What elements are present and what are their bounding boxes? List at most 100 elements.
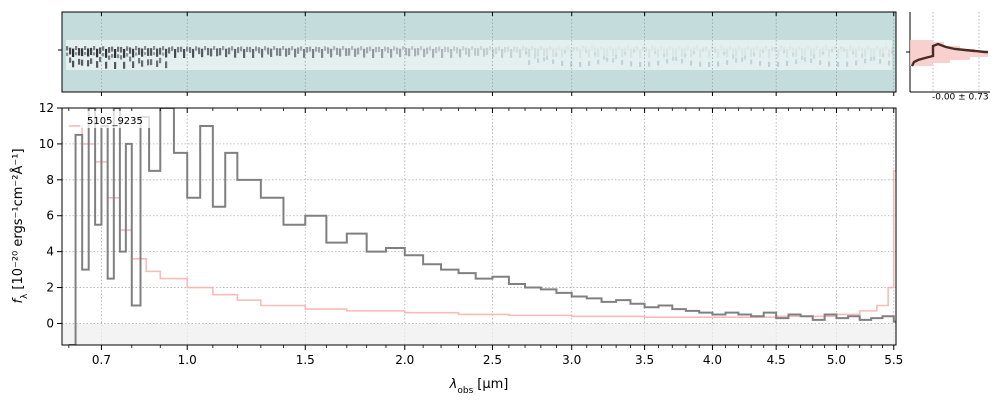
trace-pixel: [495, 47, 498, 54]
trace-pixel: [732, 47, 735, 56]
trace-pixel: [300, 46, 303, 51]
trace-pixel: [597, 59, 600, 65]
trace-pixel: [843, 48, 846, 52]
trace-pixel: [504, 46, 507, 53]
trace-pixel: [885, 43, 887, 45]
trace-pixel: [201, 48, 204, 58]
trace-pixel: [840, 46, 843, 50]
trace-pixel: [693, 51, 696, 55]
trace-pixel: [825, 46, 827, 50]
trace-pixel: [609, 46, 611, 50]
trace-pixel: [183, 48, 186, 58]
trace-pixel: [627, 43, 630, 47]
trace-pixel: [261, 48, 264, 58]
trace-pixel: [675, 56, 678, 61]
trace-pixel: [174, 48, 177, 58]
trace-pixel: [789, 46, 791, 50]
trace-pixel: [693, 47, 696, 54]
trace-pixel: [741, 57, 744, 62]
trace-pixel: [219, 48, 222, 56]
trace-pixel: [114, 48, 117, 58]
trace-pixel: [417, 47, 420, 56]
trace-pixel: [465, 47, 468, 55]
trace-pixel: [84, 46, 87, 51]
trace-pixel: [96, 48, 99, 58]
trace-pixel: [681, 48, 684, 57]
profile-panel: -0.00 ± 0.73: [906, 12, 990, 103]
spectrum-2d-frame: [61, 11, 897, 93]
trace-pixel: [822, 47, 825, 54]
trace-pixel: [822, 51, 825, 56]
trace-pixel: [111, 46, 114, 52]
trace-pixel: [756, 46, 758, 50]
trace-pixel: [768, 48, 771, 58]
trace-pixel: [99, 56, 102, 62]
trace-pixel: [153, 46, 156, 51]
trace-pixel: [192, 48, 195, 58]
trace-pixel: [615, 47, 618, 56]
trace-pixel: [555, 47, 558, 55]
trace-pixel: [105, 61, 108, 69]
trace-pixel: [108, 55, 111, 60]
trace-pixel: [84, 52, 87, 56]
trace-pixel: [177, 46, 180, 53]
trace-pixel: [150, 59, 153, 66]
trace-pixel: [861, 47, 864, 55]
x-tick-label: 3.5: [635, 353, 654, 367]
trace-pixel: [783, 47, 786, 54]
trace-pixel: [885, 46, 887, 50]
trace-pixel: [78, 48, 81, 56]
x-tick-label: 4.0: [703, 353, 722, 367]
trace-pixel: [666, 58, 669, 64]
trace-pixel: [354, 48, 357, 57]
trace-pixel: [708, 61, 711, 67]
trace-pixel: [531, 46, 534, 51]
trace-pixel: [96, 61, 99, 68]
spectrum-label-box: [80, 111, 154, 128]
trace-pixel: [759, 48, 762, 58]
trace-pixel: [117, 46, 120, 52]
trace-pixel: [159, 57, 162, 64]
trace-pixel: [66, 52, 69, 56]
trace-pixel: [639, 48, 642, 58]
trace-pixel: [162, 46, 165, 51]
trace-pixel: [729, 46, 731, 50]
trace-pixel: [549, 42, 551, 44]
trace-pixel: [447, 46, 450, 53]
trace-pixel: [846, 61, 849, 67]
trace-pixel: [813, 47, 816, 56]
trace-pixel: [399, 48, 402, 58]
x-tick-label: 0.7: [92, 353, 111, 367]
trace-pixel: [78, 58, 81, 65]
trace-pixel: [372, 48, 375, 58]
trace-pixel: [204, 46, 207, 51]
trace-pixel: [786, 48, 789, 58]
trace-pixel: [579, 48, 582, 58]
trace-pixel: [318, 47, 321, 53]
trace-pixel: [810, 58, 813, 63]
trace-pixel: [672, 48, 675, 56]
trace-pixel: [777, 61, 780, 67]
trace-pixel: [258, 47, 261, 54]
trace-pixel: [594, 52, 597, 57]
spectrum-2d-panel: [58, 11, 897, 96]
y-tick-label: 6: [46, 209, 54, 223]
trace-pixel: [129, 56, 132, 62]
trace-pixel: [753, 47, 756, 55]
trace-pixel: [588, 61, 591, 67]
trace-pixel: [126, 46, 129, 51]
trace-pixel: [171, 46, 174, 52]
trace-pixel: [663, 53, 666, 58]
trace-pixel: [72, 60, 75, 68]
trace-pixel: [750, 59, 753, 65]
trace-pixel: [432, 48, 435, 58]
trace-pixel: [132, 48, 135, 58]
trace-pixel: [657, 48, 660, 58]
trace-pixel: [792, 53, 795, 57]
trace-pixel: [633, 49, 636, 53]
spectrum-label: 5105_9235: [87, 116, 143, 127]
spectrum-1d-series: [68, 108, 896, 345]
trace-pixel: [543, 48, 546, 57]
trace-pixel: [870, 48, 873, 56]
profile-annotation: -0.00 ± 0.73: [932, 93, 989, 103]
